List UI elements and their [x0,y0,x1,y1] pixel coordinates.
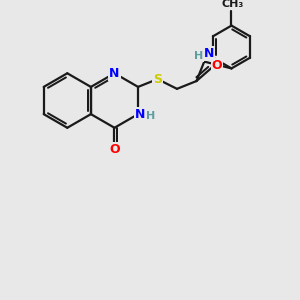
Text: H: H [146,111,155,121]
Text: N: N [109,67,120,80]
Text: S: S [153,73,162,85]
Text: CH₃: CH₃ [221,0,244,9]
Text: H: H [194,51,203,61]
Text: O: O [109,143,120,156]
Text: N: N [135,108,145,121]
Text: N: N [204,47,214,60]
Text: O: O [212,59,222,72]
